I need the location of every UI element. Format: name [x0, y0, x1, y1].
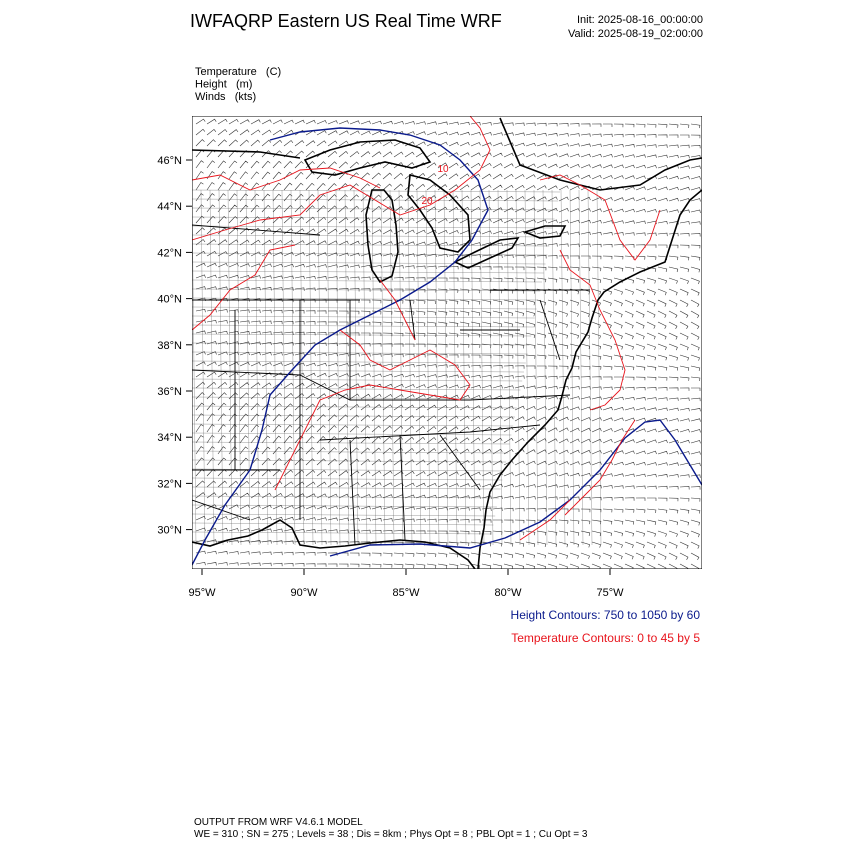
lake-michigan [365, 189, 399, 284]
lat-label: 46°N [157, 155, 182, 167]
contour-label: 10 [437, 164, 449, 175]
lat-label: 34°N [157, 432, 182, 444]
field-label: Temperature (C) [195, 66, 281, 78]
valid-time: Valid: 2025-08-19_02:00:00 [568, 28, 703, 40]
init-time: Init: 2025-08-16_00:00:00 [577, 14, 703, 26]
state-lines [192, 224, 590, 546]
model-info: OUTPUT FROM WRF V4.6.1 MODEL [194, 817, 363, 828]
temperature-contour [192, 167, 381, 331]
field-label: Height (m) [195, 79, 252, 91]
lon-label: 80°W [494, 587, 522, 599]
lon-label: 75°W [596, 587, 624, 599]
title: IWFAQRP Eastern US Real Time WRF [190, 11, 502, 31]
field-list: Temperature (C)Height (m)Winds (kts) [195, 66, 281, 103]
temperature-contour [274, 329, 471, 491]
axes: 46°N 44°N 42°N 40°N 38°N 36°N 34°N 32°N 30°N 95°W… [157, 155, 624, 599]
lat-label: 42°N [157, 247, 182, 259]
lat-label: 38°N [157, 340, 182, 352]
height-contour [192, 127, 489, 566]
temperature-contour [519, 419, 636, 541]
wind-barbs [195, 118, 701, 569]
lon-label: 85°W [392, 587, 420, 599]
canada-border [192, 117, 702, 191]
temperature-contour [192, 116, 491, 241]
barb-set [195, 118, 701, 569]
lat-label: 40°N [157, 294, 182, 306]
lon-label: 90°W [290, 587, 318, 599]
lake-ontario [522, 225, 567, 239]
temperature-contour [379, 174, 661, 411]
height-legend: Height Contours: 750 to 1050 by 60 [511, 608, 701, 622]
lon-label: 95°W [188, 587, 216, 599]
lake-huron [407, 173, 471, 253]
lat-label: 32°N [157, 478, 182, 490]
lake-erie [453, 237, 520, 269]
height-contour [329, 419, 702, 557]
lake-superior [303, 139, 432, 176]
contour-label: 20 [421, 196, 433, 207]
lat-label: 36°N [157, 386, 182, 398]
east-coast [477, 189, 702, 569]
model-settings: WE = 310 ; SN = 275 ; Levels = 38 ; Dis … [194, 829, 588, 840]
temperature-legend: Temperature Contours: 0 to 45 by 5 [511, 631, 700, 645]
lat-label: 30°N [157, 525, 182, 537]
map: 10 20 [192, 116, 702, 569]
field-label: Winds (kts) [195, 91, 256, 103]
lat-label: 44°N [157, 201, 182, 213]
